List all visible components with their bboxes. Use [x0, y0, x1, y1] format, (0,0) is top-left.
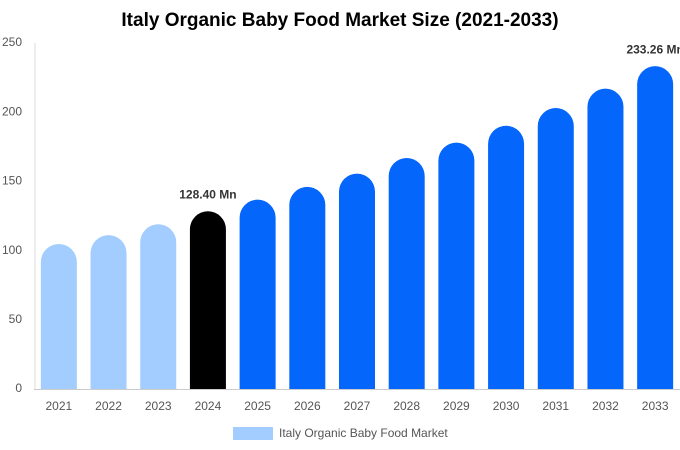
- value-label: 128.40 Mn: [179, 187, 236, 201]
- x-tick-label: 2027: [344, 399, 371, 413]
- x-tick-label: 2031: [542, 399, 569, 413]
- x-tick-label: 2030: [493, 399, 520, 413]
- x-tick-label: 2029: [443, 399, 470, 413]
- legend-label: Italy Organic Baby Food Market: [279, 426, 448, 440]
- chart-title: Italy Organic Baby Food Market Size (202…: [121, 10, 558, 31]
- y-tick-label: 150: [2, 174, 22, 188]
- x-tick-label: 2033: [642, 399, 669, 413]
- x-tick-label: 2025: [244, 399, 271, 413]
- bar: [537, 108, 574, 389]
- y-tick-label: 250: [2, 35, 22, 49]
- y-tick-label: 200: [2, 104, 22, 118]
- bar: [140, 224, 177, 389]
- x-tick-label: 2024: [195, 399, 222, 413]
- y-tick-label: 50: [9, 312, 23, 326]
- bar: [289, 186, 326, 389]
- x-tick-label: 2022: [95, 399, 122, 413]
- bar: [637, 66, 674, 390]
- x-tick-label: 2021: [45, 399, 72, 413]
- x-tick-label: 2032: [592, 399, 619, 413]
- bar: [587, 88, 624, 390]
- bar: [90, 235, 127, 389]
- bar: [189, 211, 226, 389]
- y-tick-label: 100: [2, 243, 22, 257]
- bar: [488, 125, 525, 389]
- bar: [40, 243, 77, 389]
- x-tick-label: 2026: [294, 399, 321, 413]
- value-label: 233.26 Mn: [626, 42, 680, 56]
- bar: [388, 158, 425, 389]
- bar: [438, 142, 475, 389]
- x-tick-label: 2028: [393, 399, 420, 413]
- bar: [339, 173, 375, 389]
- x-tick-label: 2023: [145, 399, 172, 413]
- legend-swatch: [233, 427, 273, 440]
- y-tick-label: 0: [15, 381, 22, 395]
- bar: [239, 199, 276, 389]
